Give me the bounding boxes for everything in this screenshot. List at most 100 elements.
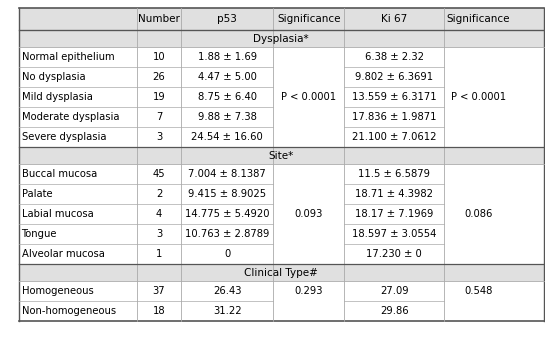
Text: 7.004 ± 8.1387: 7.004 ± 8.1387	[189, 169, 267, 179]
Bar	[137, 47, 181, 67]
Text: 26: 26	[153, 72, 166, 82]
Bar	[137, 204, 181, 224]
Text: 6.38 ± 2.32: 6.38 ± 2.32	[365, 52, 423, 62]
Text: 21.100 ± 7.0612: 21.100 ± 7.0612	[352, 132, 437, 142]
Bar	[274, 224, 344, 244]
Text: 17.836 ± 1.9871: 17.836 ± 1.9871	[352, 112, 437, 122]
Text: 18.71 ± 4.3982: 18.71 ± 4.3982	[355, 189, 433, 199]
Bar	[444, 164, 512, 184]
Text: Clinical Type#: Clinical Type#	[244, 268, 318, 277]
Text: 37: 37	[153, 286, 165, 296]
Text: 8.75 ± 6.40: 8.75 ± 6.40	[198, 92, 257, 102]
Text: Labial mucosa: Labial mucosa	[22, 209, 93, 219]
Text: 10.763 ± 2.8789: 10.763 ± 2.8789	[185, 229, 270, 239]
Bar	[344, 87, 444, 107]
Text: Dysplasia*: Dysplasia*	[253, 33, 309, 44]
Text: Palate: Palate	[22, 189, 52, 199]
Bar	[137, 224, 181, 244]
Text: 11.5 ± 6.5879: 11.5 ± 6.5879	[358, 169, 430, 179]
Bar	[274, 204, 344, 224]
Text: 18: 18	[153, 306, 165, 316]
Text: 29.86: 29.86	[380, 306, 409, 316]
Bar	[19, 30, 544, 47]
Bar	[344, 127, 444, 147]
Bar	[19, 224, 137, 244]
Text: 4: 4	[156, 209, 162, 219]
Text: 1.88 ± 1.69: 1.88 ± 1.69	[198, 52, 257, 62]
Text: Number: Number	[138, 14, 180, 24]
Bar	[444, 127, 512, 147]
Bar	[274, 184, 344, 204]
Bar	[344, 224, 444, 244]
Text: P < 0.0001: P < 0.0001	[451, 92, 506, 102]
Bar	[274, 107, 344, 127]
Bar	[344, 164, 444, 184]
Text: P < 0.0001: P < 0.0001	[281, 92, 336, 102]
Bar	[19, 164, 137, 184]
Bar	[344, 67, 444, 87]
Bar	[444, 67, 512, 87]
Text: 3: 3	[156, 132, 162, 142]
Text: Ki 67: Ki 67	[381, 14, 407, 24]
Bar	[181, 127, 274, 147]
Bar	[344, 184, 444, 204]
Bar	[137, 127, 181, 147]
Bar	[19, 281, 137, 301]
Bar	[19, 184, 137, 204]
Text: 17.230 ± 0: 17.230 ± 0	[366, 249, 422, 259]
Bar	[274, 281, 344, 301]
Text: Moderate dysplasia: Moderate dysplasia	[22, 112, 119, 122]
Bar	[181, 184, 274, 204]
Text: 18.17 ± 7.1969: 18.17 ± 7.1969	[355, 209, 433, 219]
Text: 14.775 ± 5.4920: 14.775 ± 5.4920	[185, 209, 270, 219]
Bar	[344, 204, 444, 224]
Text: Mild dysplasia: Mild dysplasia	[22, 92, 93, 102]
Bar	[344, 107, 444, 127]
Bar	[137, 301, 181, 321]
Bar	[444, 107, 512, 127]
Bar	[19, 264, 544, 281]
Text: Severe dysplasia: Severe dysplasia	[22, 132, 106, 142]
Bar	[181, 164, 274, 184]
Bar	[181, 301, 274, 321]
Bar	[274, 244, 344, 264]
Text: Significance: Significance	[446, 14, 510, 24]
Text: Non-homogeneous: Non-homogeneous	[22, 306, 116, 316]
Bar	[19, 244, 137, 264]
Bar	[19, 67, 137, 87]
Text: 19: 19	[153, 92, 166, 102]
Text: Alveolar mucosa: Alveolar mucosa	[22, 249, 105, 259]
Text: Significance: Significance	[277, 14, 341, 24]
Bar	[137, 67, 181, 87]
Text: 13.559 ± 6.3171: 13.559 ± 6.3171	[352, 92, 437, 102]
Bar	[137, 244, 181, 264]
Bar	[19, 127, 137, 147]
Text: 0.293: 0.293	[294, 286, 323, 296]
Bar	[444, 301, 512, 321]
Text: 31.22: 31.22	[213, 306, 241, 316]
Text: 18.597 ± 3.0554: 18.597 ± 3.0554	[352, 229, 437, 239]
Text: 0.093: 0.093	[295, 209, 323, 219]
Bar	[344, 281, 444, 301]
Bar	[444, 47, 512, 67]
Text: Buccal mucosa: Buccal mucosa	[22, 169, 97, 179]
Bar	[344, 301, 444, 321]
Bar	[444, 244, 512, 264]
Text: Tongue: Tongue	[22, 229, 57, 239]
Bar	[19, 204, 137, 224]
Bar	[137, 107, 181, 127]
Bar	[19, 8, 544, 30]
Bar	[181, 47, 274, 67]
Bar	[181, 107, 274, 127]
Text: 3: 3	[156, 229, 162, 239]
Text: 9.88 ± 7.38: 9.88 ± 7.38	[198, 112, 257, 122]
Bar	[19, 107, 137, 127]
Bar	[19, 147, 544, 164]
Bar	[181, 204, 274, 224]
Bar	[274, 47, 344, 67]
Bar	[274, 87, 344, 107]
Text: 26.43: 26.43	[213, 286, 241, 296]
Text: 2: 2	[156, 189, 162, 199]
Bar	[181, 281, 274, 301]
Bar	[137, 184, 181, 204]
